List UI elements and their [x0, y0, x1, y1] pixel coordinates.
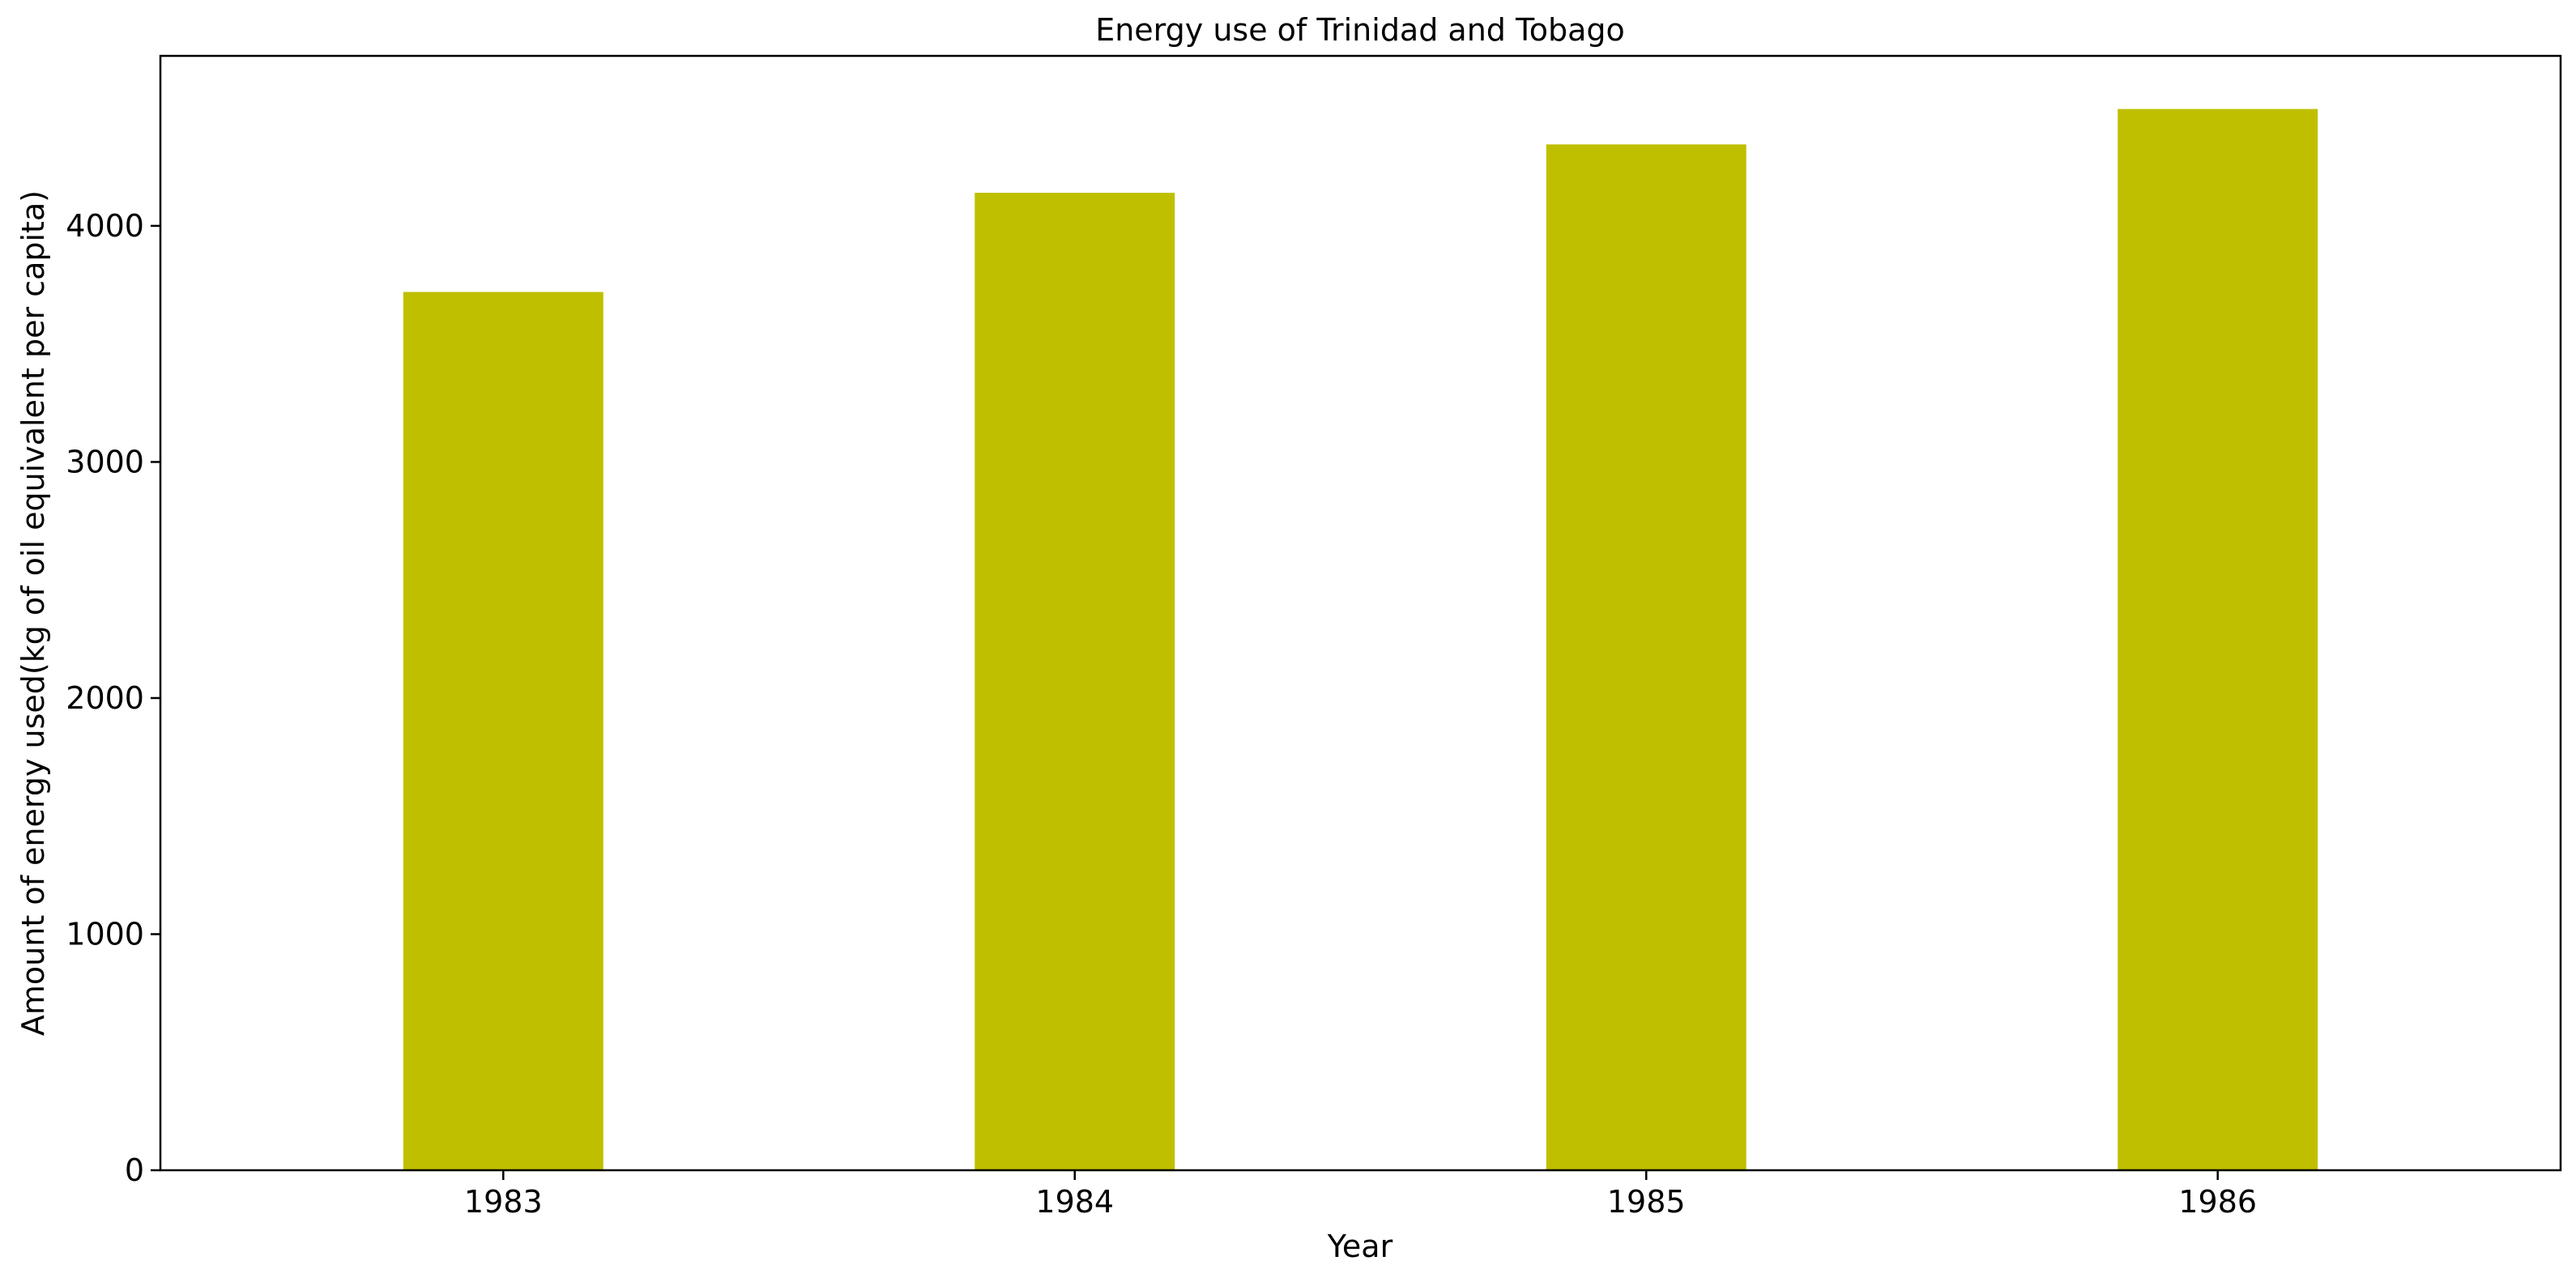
x-axis: 1983 1984 1985 1986	[464, 1170, 2257, 1220]
y-tick-label: 4000	[66, 208, 144, 244]
plot-frame	[159, 54, 2562, 1172]
bar-1985	[1546, 144, 1746, 1171]
y-tick-label: 1000	[66, 916, 144, 952]
x-tick-label-1984: 1984	[1035, 1184, 1114, 1220]
bars-layer	[403, 109, 2318, 1171]
y-axis-label: Amount of energy used(kg of oil equivale…	[15, 190, 51, 1036]
x-tick-label-1983: 1983	[464, 1184, 543, 1220]
y-axis: 0 1000 2000 3000 4000	[66, 208, 160, 1188]
y-tick-label: 2000	[66, 680, 144, 716]
x-tick-label-1986: 1986	[2178, 1184, 2257, 1220]
x-tick-label-1985: 1985	[1607, 1184, 1686, 1220]
x-axis-label: Year	[1327, 1229, 1393, 1264]
y-tick-label: 3000	[66, 444, 144, 479]
chart-title: Energy use of Trinidad and Tobago	[1095, 12, 1625, 48]
y-tick-label: 0	[125, 1152, 144, 1188]
bar-1983	[403, 292, 603, 1171]
bar-1986	[2118, 109, 2318, 1170]
bar-1984	[975, 193, 1175, 1171]
